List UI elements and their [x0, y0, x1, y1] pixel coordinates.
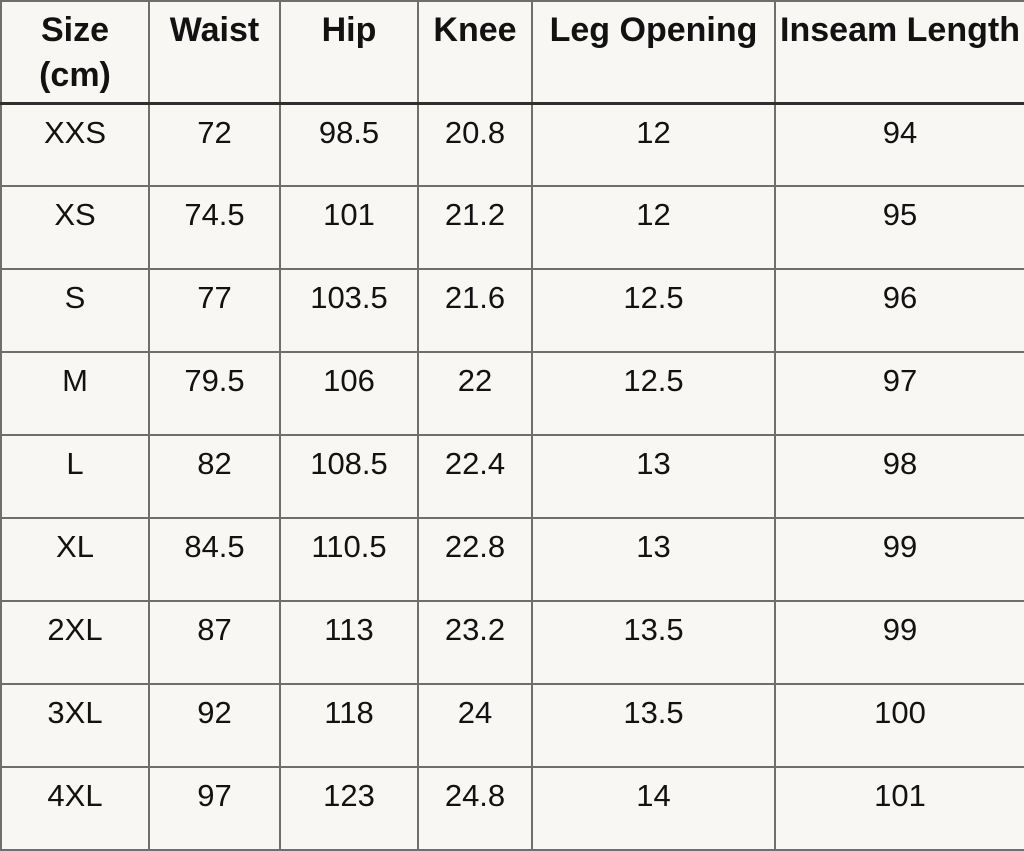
table-cell: 24 [417, 683, 533, 768]
table-cell: 101 [279, 185, 419, 270]
table-row-l: L 82 108.5 22.4 13 98 [0, 434, 1024, 519]
table-cell: 77 [148, 268, 281, 353]
table-cell: 13 [531, 434, 776, 519]
row-label: S [0, 268, 150, 353]
table-cell: 97 [774, 351, 1024, 436]
column-header-size: Size (cm) [0, 0, 150, 105]
table-header: Size (cm) Waist Hip Knee Leg Opening Ins… [0, 0, 1024, 105]
table-cell: 98.5 [279, 102, 419, 187]
table-cell: 12.5 [531, 351, 776, 436]
table-cell: 12 [531, 102, 776, 187]
row-label: XS [0, 185, 150, 270]
table-cell: 22.4 [417, 434, 533, 519]
table-cell: 74.5 [148, 185, 281, 270]
table-cell: 14 [531, 766, 776, 851]
table-body: XXS 72 98.5 20.8 12 94 XS 74.5 101 21.2 … [0, 102, 1024, 851]
table-cell: 22 [417, 351, 533, 436]
table-cell: 24.8 [417, 766, 533, 851]
table-cell: 99 [774, 600, 1024, 685]
table-cell: 21.2 [417, 185, 533, 270]
table-cell: 108.5 [279, 434, 419, 519]
row-label: XXS [0, 102, 150, 187]
table-row-4xl: 4XL 97 123 24.8 14 101 [0, 766, 1024, 851]
table-cell: 79.5 [148, 351, 281, 436]
table-cell: 13 [531, 517, 776, 602]
table-row-3xl: 3XL 92 118 24 13.5 100 [0, 683, 1024, 768]
table-cell: 94 [774, 102, 1024, 187]
table-cell: 103.5 [279, 268, 419, 353]
table-cell: 92 [148, 683, 281, 768]
row-label: M [0, 351, 150, 436]
header-row: Size (cm) Waist Hip Knee Leg Opening Ins… [0, 0, 1024, 105]
row-label: 3XL [0, 683, 150, 768]
column-header-hip: Hip [279, 0, 419, 105]
table-cell: 20.8 [417, 102, 533, 187]
table-cell: 97 [148, 766, 281, 851]
table-row-2xl: 2XL 87 113 23.2 13.5 99 [0, 600, 1024, 685]
table-row-xl: XL 84.5 110.5 22.8 13 99 [0, 517, 1024, 602]
table-cell: 13.5 [531, 600, 776, 685]
table-cell: 95 [774, 185, 1024, 270]
column-header-leg-opening: Leg Opening [531, 0, 776, 105]
table-cell: 21.6 [417, 268, 533, 353]
table-cell: 100 [774, 683, 1024, 768]
table-cell: 12 [531, 185, 776, 270]
table-cell: 110.5 [279, 517, 419, 602]
table-cell: 96 [774, 268, 1024, 353]
column-header-inseam-length: Inseam Length [774, 0, 1024, 105]
table-cell: 113 [279, 600, 419, 685]
column-header-knee: Knee [417, 0, 533, 105]
table-cell: 13.5 [531, 683, 776, 768]
table-row-xs: XS 74.5 101 21.2 12 95 [0, 185, 1024, 270]
table-cell: 22.8 [417, 517, 533, 602]
table-cell: 98 [774, 434, 1024, 519]
table-cell: 82 [148, 434, 281, 519]
column-header-waist: Waist [148, 0, 281, 105]
row-label: 4XL [0, 766, 150, 851]
table-cell: 99 [774, 517, 1024, 602]
table-cell: 12.5 [531, 268, 776, 353]
table-row-xxs: XXS 72 98.5 20.8 12 94 [0, 102, 1024, 187]
row-label: 2XL [0, 600, 150, 685]
table-cell: 72 [148, 102, 281, 187]
table-cell: 84.5 [148, 517, 281, 602]
row-label: XL [0, 517, 150, 602]
table-cell: 101 [774, 766, 1024, 851]
table-cell: 23.2 [417, 600, 533, 685]
table-cell: 118 [279, 683, 419, 768]
table-cell: 106 [279, 351, 419, 436]
table-cell: 87 [148, 600, 281, 685]
table-row-m: M 79.5 106 22 12.5 97 [0, 351, 1024, 436]
table-cell: 123 [279, 766, 419, 851]
table-row-s: S 77 103.5 21.6 12.5 96 [0, 268, 1024, 353]
row-label: L [0, 434, 150, 519]
